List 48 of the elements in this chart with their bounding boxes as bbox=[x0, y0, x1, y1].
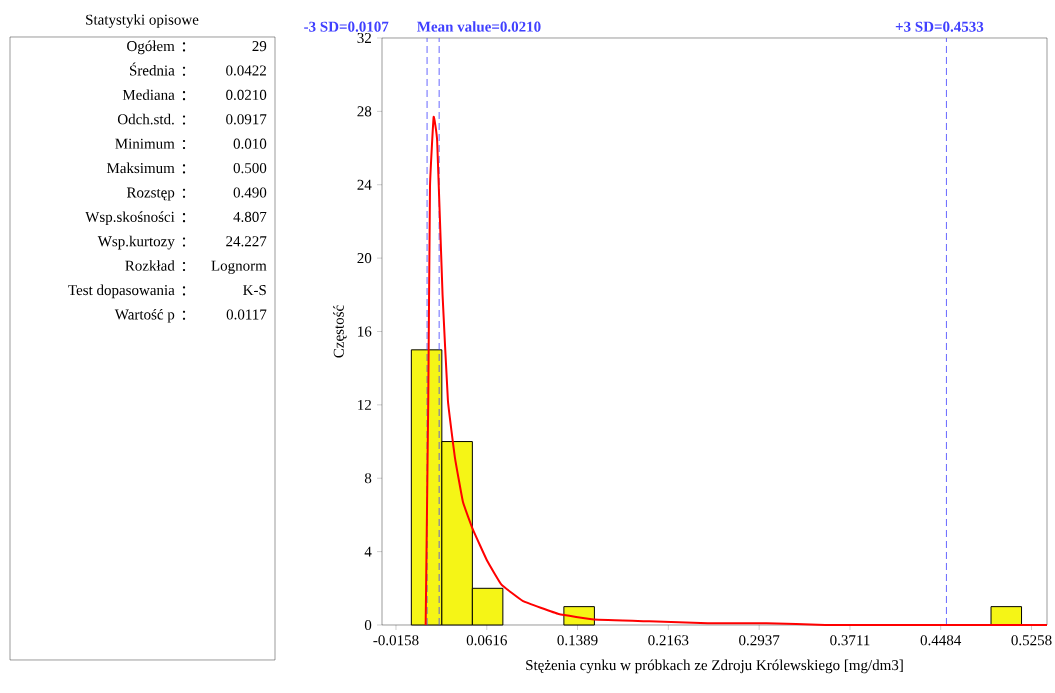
category-label: Rozkład bbox=[125, 260, 175, 271]
text: 29 bbox=[252, 41, 267, 52]
text: Statystyki opisowe bbox=[86, 14, 199, 28]
y-tick-label: 20 bbox=[357, 253, 372, 264]
x-tick-label: 0.4484 bbox=[920, 635, 962, 646]
y-axis-title: Częstość bbox=[333, 305, 347, 358]
ref-line-label: -3 SD=0.0107 bbox=[304, 21, 389, 32]
text: 0.500 bbox=[233, 163, 267, 174]
text: 0.010 bbox=[233, 138, 267, 149]
x-tick-label: 0.1389 bbox=[557, 635, 598, 646]
text: 0.0917 bbox=[226, 114, 267, 125]
y-tick-label: 28 bbox=[357, 106, 372, 117]
category-label: Wsp.kurtozy bbox=[97, 235, 175, 250]
x-tick-label: 0.3711 bbox=[830, 635, 870, 646]
y-tick-label: 4 bbox=[364, 546, 372, 557]
y-tick-label: 8 bbox=[364, 473, 372, 484]
text: 4.807 bbox=[233, 211, 267, 223]
x-tick-label: -0.0158 bbox=[373, 635, 419, 646]
text: 0.0422 bbox=[226, 65, 266, 76]
category-label: Ogółem bbox=[127, 40, 175, 55]
y-tick-label: 32 bbox=[357, 32, 371, 44]
text: Lognorm bbox=[211, 260, 267, 274]
y-tick-label: 0 bbox=[364, 619, 372, 631]
category-label: Średnia bbox=[129, 62, 175, 76]
text: 0.490 bbox=[233, 187, 267, 198]
text: K-S bbox=[243, 285, 266, 296]
line-series bbox=[424, 115, 1048, 627]
x-axis-title: Stężenia cynku w próbkach ze Zdroju Królewskiego [mg/dm3] bbox=[526, 659, 903, 674]
ref-line-label: +3 SD=0.4533 bbox=[895, 21, 984, 32]
category-label: Rozstęp bbox=[126, 187, 175, 201]
y-tick-label: 16 bbox=[358, 326, 372, 337]
x-tick-label: 0.5258 bbox=[1011, 635, 1052, 646]
category-label: Test dopasowania bbox=[68, 284, 175, 299]
category-label: Wartość p bbox=[114, 308, 175, 323]
x-tick-label: 0.0616 bbox=[466, 635, 507, 646]
y-tick-label: 12 bbox=[358, 399, 371, 410]
text: 24.227 bbox=[226, 236, 267, 247]
text: 0.0117 bbox=[226, 309, 267, 320]
category-label: Wsp.skośności bbox=[85, 211, 175, 225]
category-label: Maksimum bbox=[106, 162, 175, 174]
y-tick-label: 24 bbox=[357, 179, 372, 190]
ref-line-label: Mean value=0.0210 bbox=[417, 21, 541, 32]
category-label: Odch.std. bbox=[117, 113, 174, 125]
category-label: Mediana bbox=[122, 89, 175, 100]
x-tick-label: 0.2163 bbox=[648, 635, 689, 646]
x-tick-label: 0.2937 bbox=[739, 635, 780, 646]
text: 0.0210 bbox=[226, 89, 267, 101]
category-label: Minimum bbox=[115, 138, 175, 149]
